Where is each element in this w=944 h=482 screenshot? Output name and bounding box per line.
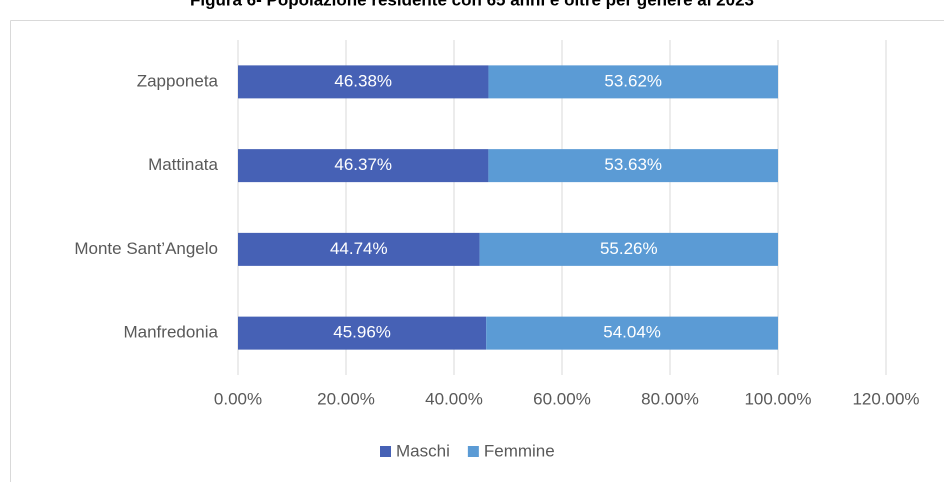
x-tick-label: 100.00% [744,389,811,408]
value-label: 54.04% [603,323,661,342]
x-tick-label: 60.00% [533,389,591,408]
x-tick-label: 80.00% [641,389,699,408]
bar-segment [479,232,778,266]
bar-segment [486,316,778,350]
y-tick-label: Mattinata [148,155,218,174]
x-tick-label: 120.00% [852,389,919,408]
bar-segment [238,232,480,266]
bar-segment [238,316,487,350]
bar-segment [238,149,489,183]
x-tick-label: 20.00% [317,389,375,408]
value-label: 53.63% [604,155,662,174]
value-label: 46.37% [334,155,392,174]
legend-swatch [467,446,479,457]
y-tick-label: Zapponeta [137,71,219,90]
value-label: 55.26% [600,239,658,258]
bar-segment [488,149,778,183]
chart-title: Figura 6- Popolazione residente con 65 a… [190,0,754,9]
value-label: 46.38% [334,71,392,90]
x-tick-label: 40.00% [425,389,483,408]
value-label: 44.74% [330,239,388,258]
y-tick-label: Manfredonia [123,323,218,342]
value-label: 53.62% [604,71,662,90]
value-label: 45.96% [333,323,391,342]
legend-label: Maschi [396,441,450,460]
x-tick-label: 0.00% [214,389,262,408]
legend-swatch [380,446,391,457]
y-tick-label: Monte Sant’Angelo [74,239,218,258]
legend-label: Femmine [484,441,555,460]
bar-segment [488,65,778,99]
bar-segment [238,65,489,99]
